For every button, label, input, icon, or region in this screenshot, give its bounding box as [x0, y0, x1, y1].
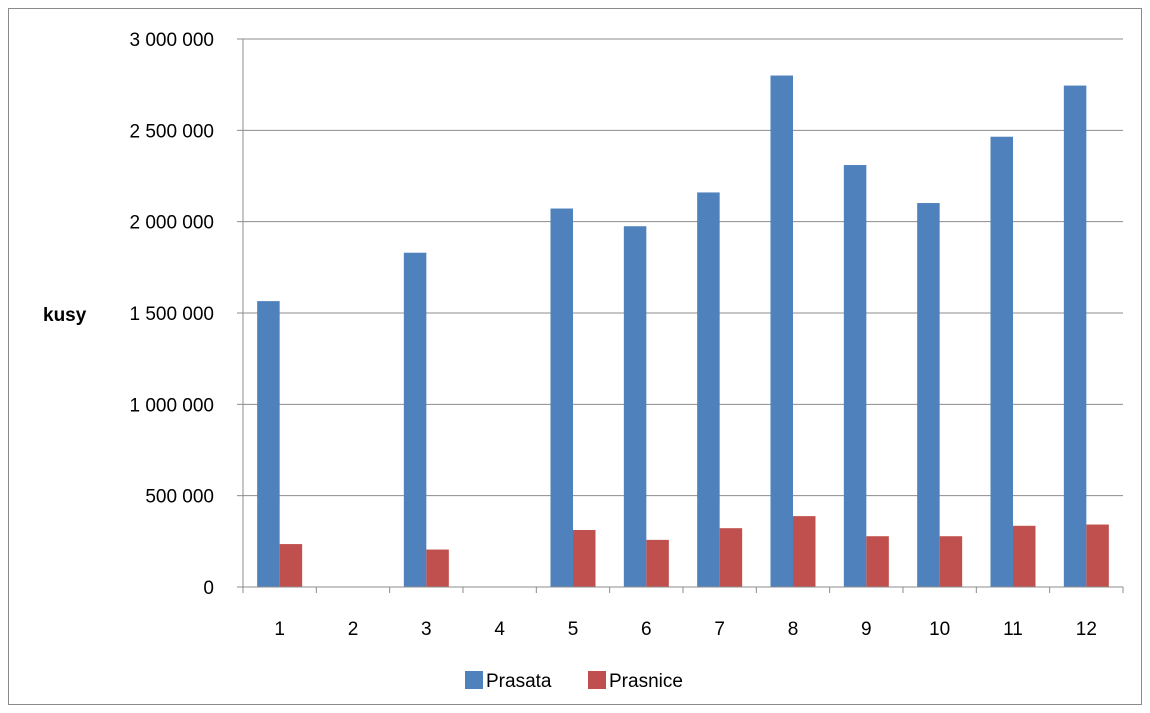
bar-prasnice [1086, 524, 1109, 587]
legend: Prasata Prasnice [465, 671, 683, 692]
bar-prasnice [426, 549, 449, 587]
bar-prasata [697, 192, 720, 587]
legend-label: Prasnice [609, 671, 683, 692]
bar-prasnice [573, 530, 596, 587]
bar-prasnice [866, 536, 889, 587]
bar-prasata [770, 75, 793, 588]
x-tick-label: 3 [421, 619, 432, 640]
gridlines [243, 38, 1123, 497]
x-tick-label: 1 [274, 619, 285, 640]
y-tick-label: 2 500 000 [129, 121, 214, 142]
bar-prasata [257, 301, 280, 587]
legend-swatch [465, 671, 483, 689]
chart-area [8, 8, 1142, 705]
legend-swatch [588, 671, 606, 689]
x-tick-labels: 1 2 3 4 5 6 7 8 9 10 11 12 [274, 619, 1097, 640]
x-tick-label: 4 [494, 619, 505, 640]
bars [257, 75, 1109, 588]
y-tick-label: 1 000 000 [129, 395, 214, 416]
bar-prasata [550, 208, 573, 588]
bar-prasata [403, 252, 427, 587]
x-tick-label: 10 [929, 619, 950, 640]
bar-prasnice [279, 544, 303, 587]
y-tick-labels: 0 500 000 1 000 000 1 500 000 2 000 000 2 500… [129, 30, 214, 599]
bar-prasnice [939, 536, 963, 587]
y-tick-label: 0 [203, 578, 214, 599]
x-tick-label: 6 [641, 619, 652, 640]
bar-prasata [917, 203, 940, 587]
bar-prasnice [646, 539, 669, 587]
y-tick-label: 2 000 000 [129, 213, 214, 234]
bar-prasata [843, 165, 867, 588]
bar-prasata [623, 226, 647, 587]
x-tick-label: 7 [714, 619, 725, 640]
y-tick-label: 1 500 000 [129, 304, 214, 325]
x-tick-label: 8 [788, 619, 799, 640]
bar-prasnice [1013, 525, 1036, 587]
x-tick-label: 11 [1003, 619, 1023, 640]
x-tick-label: 5 [568, 619, 579, 640]
x-tick-label: 9 [861, 619, 872, 640]
bar-prasata [990, 136, 1013, 587]
x-tick-label: 12 [1076, 619, 1097, 640]
bar-prasata [1063, 85, 1087, 587]
y-axis-label: kusy [43, 305, 87, 326]
y-tick-label: 3 000 000 [129, 30, 214, 51]
y-tick-label: 500 000 [145, 487, 214, 508]
axes [237, 38, 1124, 593]
legend-label: Prasata [486, 671, 552, 692]
x-tick-label: 2 [348, 619, 359, 640]
bar-prasnice [793, 516, 816, 587]
bar-prasnice [719, 528, 743, 587]
